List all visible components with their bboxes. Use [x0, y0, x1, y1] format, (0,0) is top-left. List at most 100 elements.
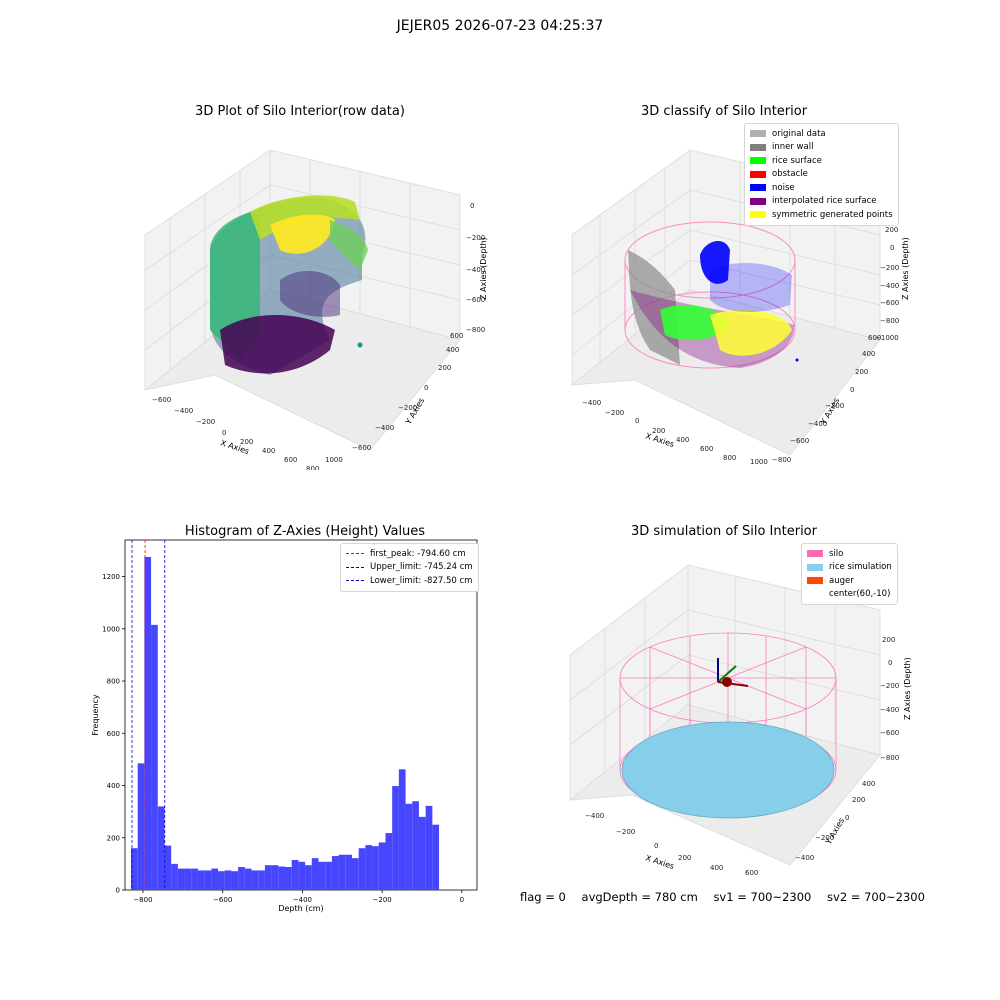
histogram-bar	[365, 845, 373, 890]
histogram-bar	[130, 848, 138, 890]
y-tick-label: 1200	[102, 573, 120, 581]
svg-text:600: 600	[868, 334, 881, 342]
histogram-bar	[204, 870, 212, 890]
histogram-bar	[351, 858, 359, 890]
histogram-bar	[238, 867, 245, 890]
histogram-bar	[318, 861, 326, 890]
svg-text:600: 600	[745, 869, 758, 877]
classify-legend: original data inner wall rice surface obsta…	[744, 123, 899, 226]
simulation-axes-panes	[568, 564, 881, 866]
svg-text:−800: −800	[466, 326, 485, 334]
classify-legend-item: interpolated rice surface	[750, 195, 893, 209]
x-tick-label: −200	[373, 896, 392, 904]
histogram-bar	[191, 868, 198, 890]
histogram-bar	[171, 863, 178, 890]
classify-z-ticks: 200 0 −200 −400 −600 −800 −1000	[875, 226, 899, 342]
simulation-legend-item: auger	[807, 574, 892, 588]
y-tick-label: 600	[107, 730, 120, 738]
svg-text:200: 200	[855, 368, 868, 376]
svg-text:−400: −400	[375, 424, 394, 432]
classify-legend-item: obstacle	[750, 168, 893, 182]
raw-y-ticks: −600 −400 −200 0 200 400 600	[352, 332, 463, 452]
simulation-x-ticks: −400 −200 0 200 400 600	[585, 812, 758, 877]
classify-z-label: Z Axies (Depth)	[901, 237, 910, 300]
x-tick-label: −600	[213, 896, 232, 904]
svg-text:−600: −600	[152, 396, 171, 404]
histogram-bar	[358, 848, 366, 890]
histogram-legend-label: first_peak: -794.60 cm	[370, 548, 466, 559]
svg-text:0: 0	[888, 659, 892, 667]
histogram-bar	[331, 856, 339, 890]
histogram-bar	[137, 763, 145, 890]
svg-text:400: 400	[862, 780, 875, 788]
svg-text:−400: −400	[466, 266, 485, 274]
classify-legend-label: rice surface	[772, 155, 822, 166]
classify-legend-label: symmetric generated points	[772, 209, 893, 220]
histogram-bar	[418, 816, 426, 890]
histogram-bar	[291, 859, 299, 890]
svg-text:−200: −200	[605, 409, 624, 417]
histogram-legend-item: Upper_limit: -745.24 cm	[346, 561, 473, 575]
svg-text:−600: −600	[466, 296, 485, 304]
classify-legend-item: noise	[750, 181, 893, 195]
histogram-bar	[151, 624, 158, 890]
simulation-legend-item: silo	[807, 547, 892, 561]
histogram-legend-label: Upper_limit: -745.24 cm	[370, 562, 473, 573]
svg-text:−200: −200	[815, 834, 834, 842]
classify-legend-label: original data	[772, 128, 826, 139]
histogram-bar	[285, 867, 292, 890]
histogram-bar	[244, 868, 252, 890]
simulation-legend-label: center(60,-10)	[829, 589, 891, 600]
histogram-bar	[271, 865, 279, 890]
classify-legend-item: inner wall	[750, 141, 893, 155]
svg-text:−200: −200	[398, 404, 417, 412]
histogram-bar	[231, 871, 239, 890]
svg-text:0: 0	[470, 202, 474, 210]
svg-text:−600: −600	[352, 444, 371, 452]
x-tick-label: −400	[293, 896, 312, 904]
svg-text:400: 400	[862, 350, 875, 358]
svg-text:−800: −800	[772, 456, 791, 464]
histogram-bar	[311, 858, 319, 890]
simulation-legend-label: auger	[829, 575, 854, 586]
svg-text:−200: −200	[880, 264, 899, 272]
classify-legend-item: symmetric generated points	[750, 208, 893, 222]
classify-legend-swatch	[750, 184, 766, 192]
classify-y-ticks: −800 −600 −400 −200 0 200 400 600	[772, 334, 881, 464]
histogram-bar	[218, 871, 225, 890]
svg-text:0: 0	[654, 842, 658, 850]
histogram-bar	[432, 824, 440, 890]
svg-text:0: 0	[845, 814, 849, 822]
y-tick-label: 400	[107, 782, 120, 790]
svg-text:200: 200	[885, 226, 898, 234]
y-tick-label: 800	[107, 678, 120, 686]
svg-text:200: 200	[240, 438, 253, 446]
svg-text:0: 0	[424, 384, 428, 392]
simulation-legend-swatch	[807, 563, 823, 571]
svg-text:0: 0	[890, 244, 894, 252]
svg-text:−400: −400	[808, 420, 827, 428]
y-tick-label: 200	[107, 834, 120, 842]
classify-legend-swatch	[750, 157, 766, 165]
y-tick-label: 0	[116, 887, 120, 895]
simulation-z-label: Z Axies (Depth)	[903, 657, 912, 720]
classify-legend-label: interpolated rice surface	[772, 196, 877, 207]
classify-legend-label: inner wall	[772, 142, 814, 153]
raw-x-ticks: −600−400−200 0 200 400 600 800 1000	[152, 396, 343, 470]
simulation-legend-item: rice simulation	[807, 561, 892, 575]
svg-text:0: 0	[222, 429, 226, 437]
svg-text:600: 600	[450, 332, 463, 340]
svg-text:600: 600	[284, 456, 297, 464]
histogram-legend-label: Lower_limit: -827.50 cm	[370, 575, 473, 586]
histogram-bar	[412, 801, 419, 890]
svg-text:1000: 1000	[325, 456, 343, 464]
histogram-legend-line	[346, 566, 364, 568]
y-tick-label: 1000	[102, 625, 120, 633]
histogram-legend-line	[346, 580, 364, 582]
classify-legend-swatch	[750, 211, 766, 219]
svg-text:1000: 1000	[750, 458, 768, 466]
svg-text:200: 200	[678, 854, 691, 862]
classify-legend-swatch	[750, 197, 766, 205]
svg-text:−1000: −1000	[875, 334, 899, 342]
svg-text:−400: −400	[174, 407, 193, 415]
